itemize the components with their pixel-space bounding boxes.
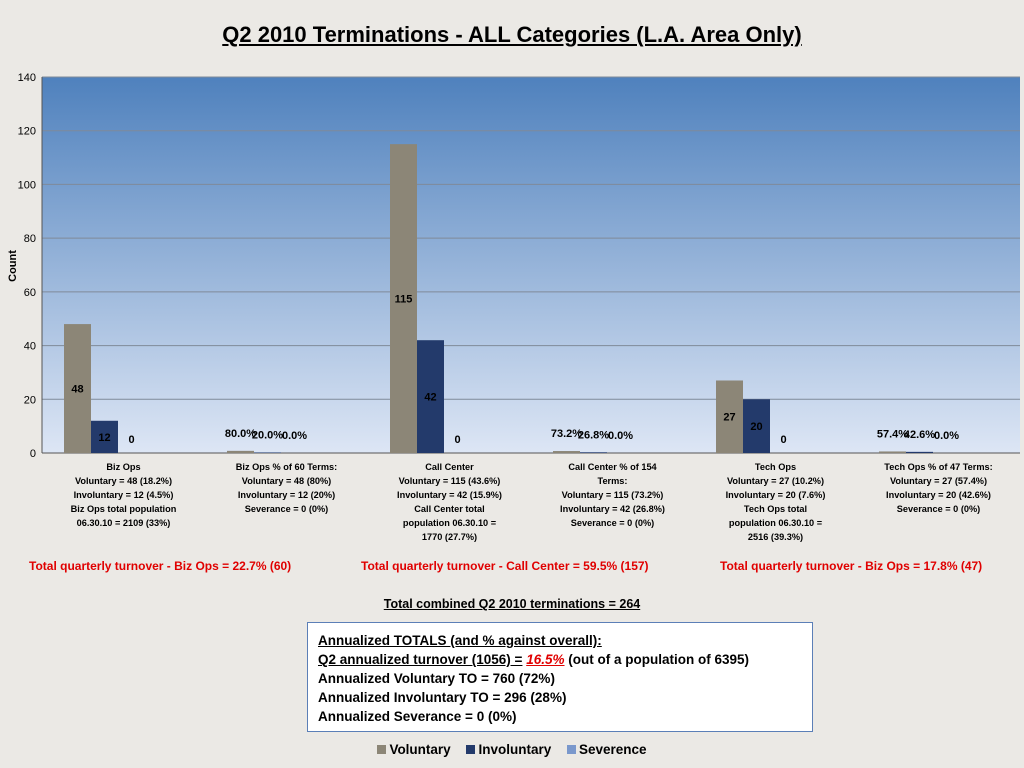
data-label-severence: 0.0% [934, 430, 959, 442]
legend-swatch-severence [567, 745, 576, 754]
turnover-percent: 16.5% [526, 652, 565, 667]
legend-label-voluntary: Voluntary [389, 742, 451, 757]
legend-swatch-involuntary [466, 745, 476, 754]
data-label-involuntary: 42 [424, 392, 436, 404]
data-label-involuntary: 20.0% [252, 429, 283, 441]
bar-voluntary [879, 451, 906, 453]
annualized-severance: Annualized Severance = 0 (0%) [318, 709, 517, 724]
legend-item-severence: Severence [567, 742, 647, 757]
y-axis-label: Count [7, 250, 19, 282]
bar-involuntary [254, 452, 281, 453]
data-label-voluntary: 48 [71, 384, 83, 396]
y-tick-label: 120 [18, 126, 36, 138]
data-label-severence: 0 [454, 434, 460, 446]
x-tick-label: Biz Ops Voluntary = 48 (18.2%) Involuntary… [70, 462, 177, 528]
combined-total: Total combined Q2 2010 terminations = 26… [383, 597, 641, 611]
data-label-voluntary: 80.0% [225, 428, 256, 440]
legend-label-involuntary: Involuntary [478, 742, 552, 757]
data-label-voluntary: 115 [395, 294, 413, 306]
bar-voluntary [553, 451, 580, 453]
turnover-prefix: Q2 annualized turnover (1056) = [318, 652, 523, 667]
data-label-involuntary: 20 [750, 421, 762, 433]
bar-involuntary [91, 420, 118, 453]
turnover-suffix: (out of a population of 6395) [568, 652, 750, 667]
bar-voluntary [64, 324, 91, 453]
x-tick-label: Tech Ops % of 47 Terms: Voluntary = 27 (5… [884, 462, 993, 514]
legend-label-severence: Severence [579, 742, 647, 757]
data-label-severence: 0.0% [282, 430, 307, 442]
annualized-involuntary: Annualized Involuntary TO = 296 (28%) [318, 690, 567, 705]
chart-legend: Voluntary Involuntary Severence [0, 742, 1024, 757]
plot-area [42, 77, 1020, 453]
annualized-turnover: Q2 annualized turnover (1056) = 16.5% (o… [318, 650, 802, 669]
legend-item-voluntary: Voluntary [377, 742, 451, 757]
bar-voluntary [227, 450, 254, 453]
total-call-center: Total quarterly turnover - Call Center =… [361, 559, 649, 573]
data-label-voluntary: 57.4% [877, 428, 908, 440]
bar-involuntary [417, 340, 444, 453]
chart-title: Q2 2010 Terminations - ALL Categories (L… [222, 22, 802, 47]
y-tick-label: 40 [24, 341, 36, 353]
y-tick-label: 80 [24, 233, 36, 245]
bar-voluntary [716, 380, 743, 453]
data-label-voluntary: 73.2% [551, 428, 582, 440]
y-tick-label: 20 [24, 394, 36, 406]
data-label-involuntary: 26.8% [578, 429, 609, 441]
legend-swatch-voluntary [377, 745, 387, 754]
bar-involuntary [906, 451, 933, 453]
data-label-involuntary: 42.6% [904, 429, 935, 441]
x-tick-label: Call Center Voluntary = 115 (43.6%) Involu… [397, 462, 502, 542]
bar-involuntary [580, 452, 607, 453]
y-tick-label: 60 [24, 287, 36, 299]
legend-item-involuntary: Involuntary [466, 742, 551, 757]
data-label-involuntary: 12 [98, 432, 110, 444]
y-tick-label: 140 [18, 72, 36, 84]
data-label-severence: 0 [780, 434, 786, 446]
y-tick-label: 100 [18, 179, 36, 191]
x-tick-label: Tech Ops Voluntary = 27 (10.2%) Involuntar… [725, 462, 826, 542]
data-label-severence: 0 [128, 434, 134, 446]
x-tick-label: Biz Ops % of 60 Terms: Voluntary = 48 (80… [235, 462, 338, 514]
data-label-severence: 0.0% [608, 430, 633, 442]
y-tick-label: 0 [30, 448, 36, 460]
data-label-voluntary: 27 [723, 412, 735, 424]
bar-voluntary [390, 144, 417, 453]
annualized-voluntary: Annualized Voluntary TO = 760 (72%) [318, 671, 555, 686]
annualized-heading: Annualized TOTALS (and % against overall… [318, 633, 602, 648]
bar-involuntary [743, 399, 770, 453]
annualized-totals-box: Annualized TOTALS (and % against overall… [307, 622, 813, 732]
total-biz-ops: Total quarterly turnover - Biz Ops = 22.… [29, 559, 292, 573]
x-tick-label: Call Center % of 154 Terms: Voluntary = 11… [560, 462, 665, 528]
total-tech-ops: Total quarterly turnover - Biz Ops = 17.… [720, 559, 983, 573]
